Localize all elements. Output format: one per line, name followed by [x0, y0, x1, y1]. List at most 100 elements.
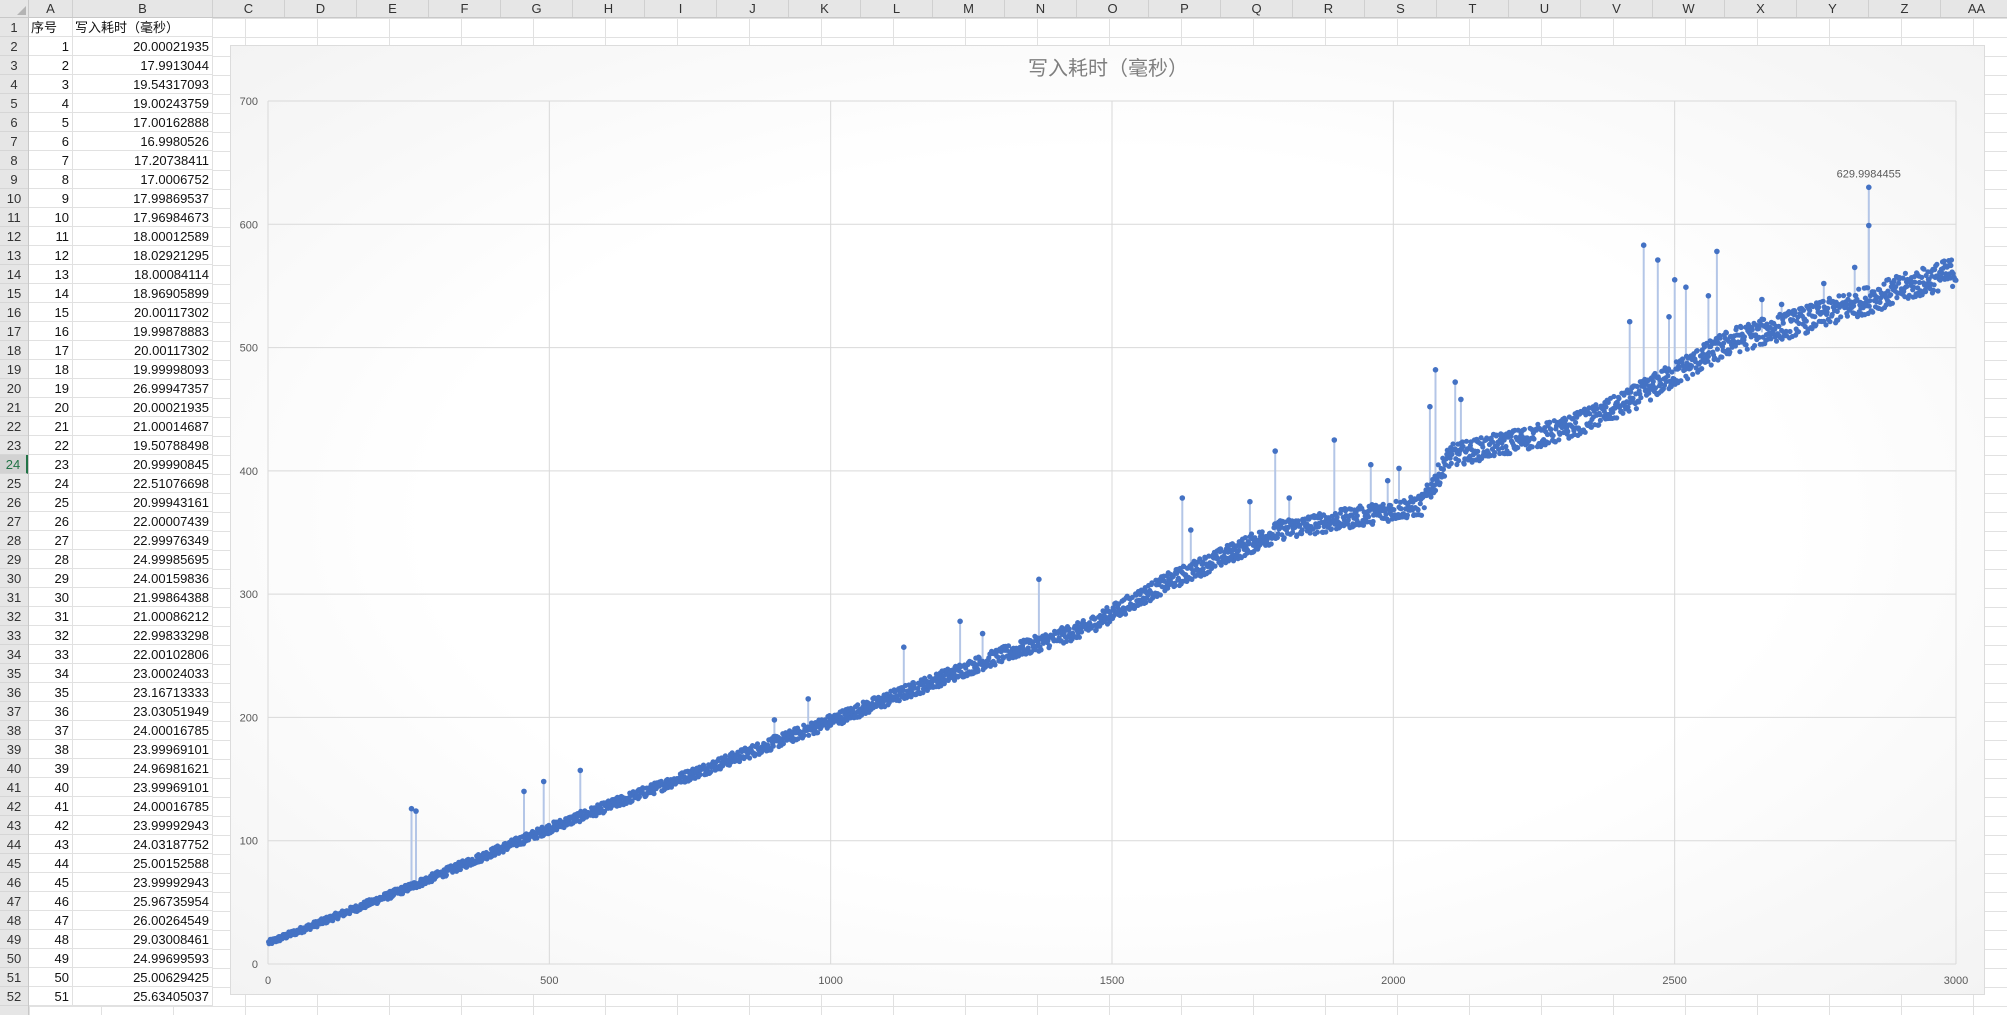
- cell-index[interactable]: 43: [29, 835, 73, 854]
- row-header-7[interactable]: 7: [0, 132, 28, 151]
- cell-index[interactable]: 27: [29, 531, 73, 550]
- cell-value[interactable]: 17.99869537: [73, 189, 213, 208]
- row-header-32[interactable]: 32: [0, 607, 28, 626]
- column-header-y[interactable]: Y: [1797, 0, 1869, 17]
- cell-index[interactable]: 33: [29, 645, 73, 664]
- row-header-51[interactable]: 51: [0, 968, 28, 987]
- cell-value[interactable]: 25.63405037: [73, 987, 213, 1006]
- row-header-21[interactable]: 21: [0, 398, 28, 417]
- cell-index[interactable]: 17: [29, 341, 73, 360]
- cell-value[interactable]: 23.03051949: [73, 702, 213, 721]
- cell-value[interactable]: 25.96735954: [73, 892, 213, 911]
- cell-value[interactable]: 24.99699593: [73, 949, 213, 968]
- cell-value[interactable]: 24.96981621: [73, 759, 213, 778]
- row-header-26[interactable]: 26: [0, 493, 28, 512]
- cell-index[interactable]: 1: [29, 37, 73, 56]
- column-header-b[interactable]: B: [73, 0, 213, 17]
- row-header-13[interactable]: 13: [0, 246, 28, 265]
- cell-index[interactable]: 31: [29, 607, 73, 626]
- cell-index[interactable]: 29: [29, 569, 73, 588]
- cell-index[interactable]: 44: [29, 854, 73, 873]
- row-header-41[interactable]: 41: [0, 778, 28, 797]
- cell-index[interactable]: 38: [29, 740, 73, 759]
- cell-index[interactable]: 14: [29, 284, 73, 303]
- cell-value[interactable]: 19.99878883: [73, 322, 213, 341]
- cell-value[interactable]: 19.00243759: [73, 94, 213, 113]
- column-header-v[interactable]: V: [1581, 0, 1653, 17]
- cell-index[interactable]: 26: [29, 512, 73, 531]
- cell-value[interactable]: 17.0006752: [73, 170, 213, 189]
- row-header-30[interactable]: 30: [0, 569, 28, 588]
- cell-index[interactable]: 50: [29, 968, 73, 987]
- row-header-29[interactable]: 29: [0, 550, 28, 569]
- cell-index[interactable]: 12: [29, 246, 73, 265]
- row-header-18[interactable]: 18: [0, 341, 28, 360]
- column-header-n[interactable]: N: [1005, 0, 1077, 17]
- row-header-19[interactable]: 19: [0, 360, 28, 379]
- cell-index[interactable]: 36: [29, 702, 73, 721]
- cell-value[interactable]: 16.9980526: [73, 132, 213, 151]
- cell-index[interactable]: 35: [29, 683, 73, 702]
- row-header-31[interactable]: 31: [0, 588, 28, 607]
- cell-index[interactable]: 5: [29, 113, 73, 132]
- row-header-43[interactable]: 43: [0, 816, 28, 835]
- cell-value[interactable]: 19.54317093: [73, 75, 213, 94]
- cell-index[interactable]: 37: [29, 721, 73, 740]
- cell-index[interactable]: 28: [29, 550, 73, 569]
- cell-value[interactable]: 21.00014687: [73, 417, 213, 436]
- cell-value[interactable]: 20.00117302: [73, 303, 213, 322]
- scatter-chart[interactable]: 写入耗时（毫秒） 0 100 200 300 400 500 600 700 0 500 1000 1…: [230, 45, 1985, 995]
- cell-index[interactable]: 7: [29, 151, 73, 170]
- row-header-22[interactable]: 22: [0, 417, 28, 436]
- cell-value[interactable]: 23.16713333: [73, 683, 213, 702]
- row-header-42[interactable]: 42: [0, 797, 28, 816]
- cell-value[interactable]: 22.99833298: [73, 626, 213, 645]
- cell-index[interactable]: 4: [29, 94, 73, 113]
- column-header-o[interactable]: O: [1077, 0, 1149, 17]
- column-header-f[interactable]: F: [429, 0, 501, 17]
- row-header-38[interactable]: 38: [0, 721, 28, 740]
- column-header-r[interactable]: R: [1293, 0, 1365, 17]
- cell-index[interactable]: 34: [29, 664, 73, 683]
- cell-index[interactable]: 49: [29, 949, 73, 968]
- cell-value[interactable]: 17.96984673: [73, 208, 213, 227]
- cell-value[interactable]: 20.00117302: [73, 341, 213, 360]
- cell-index[interactable]: 30: [29, 588, 73, 607]
- cell-value[interactable]: 23.99992943: [73, 816, 213, 835]
- row-header-34[interactable]: 34: [0, 645, 28, 664]
- column-header-i[interactable]: I: [645, 0, 717, 17]
- cell-index[interactable]: 51: [29, 987, 73, 1006]
- column-header-a[interactable]: A: [29, 0, 73, 17]
- cell-value[interactable]: 18.00084114: [73, 265, 213, 284]
- column-header-c[interactable]: C: [213, 0, 285, 17]
- row-header-46[interactable]: 46: [0, 873, 28, 892]
- column-header-e[interactable]: E: [357, 0, 429, 17]
- cell-value[interactable]: 20.99943161: [73, 493, 213, 512]
- column-header-u[interactable]: U: [1509, 0, 1581, 17]
- row-header-50[interactable]: 50: [0, 949, 28, 968]
- row-header-9[interactable]: 9: [0, 170, 28, 189]
- cell-value[interactable]: 25.00629425: [73, 968, 213, 987]
- row-header-23[interactable]: 23: [0, 436, 28, 455]
- cell-index[interactable]: 8: [29, 170, 73, 189]
- cell-index[interactable]: 25: [29, 493, 73, 512]
- row-header-35[interactable]: 35: [0, 664, 28, 683]
- row-header-14[interactable]: 14: [0, 265, 28, 284]
- column-header-g[interactable]: G: [501, 0, 573, 17]
- row-header-44[interactable]: 44: [0, 835, 28, 854]
- row-header-52[interactable]: 52: [0, 987, 28, 1006]
- cell-index[interactable]: 47: [29, 911, 73, 930]
- cell-index[interactable]: 24: [29, 474, 73, 493]
- cell-index[interactable]: 18: [29, 360, 73, 379]
- cell-value[interactable]: 18.00012589: [73, 227, 213, 246]
- row-header-5[interactable]: 5: [0, 94, 28, 113]
- cell-value[interactable]: 17.00162888: [73, 113, 213, 132]
- cell-value[interactable]: 22.99976349: [73, 531, 213, 550]
- row-header-4[interactable]: 4: [0, 75, 28, 94]
- cell-value[interactable]: 20.99990845: [73, 455, 213, 474]
- cell-index[interactable]: 32: [29, 626, 73, 645]
- column-header-x[interactable]: X: [1725, 0, 1797, 17]
- cell-index[interactable]: 15: [29, 303, 73, 322]
- row-header-37[interactable]: 37: [0, 702, 28, 721]
- cell-value[interactable]: 22.51076698: [73, 474, 213, 493]
